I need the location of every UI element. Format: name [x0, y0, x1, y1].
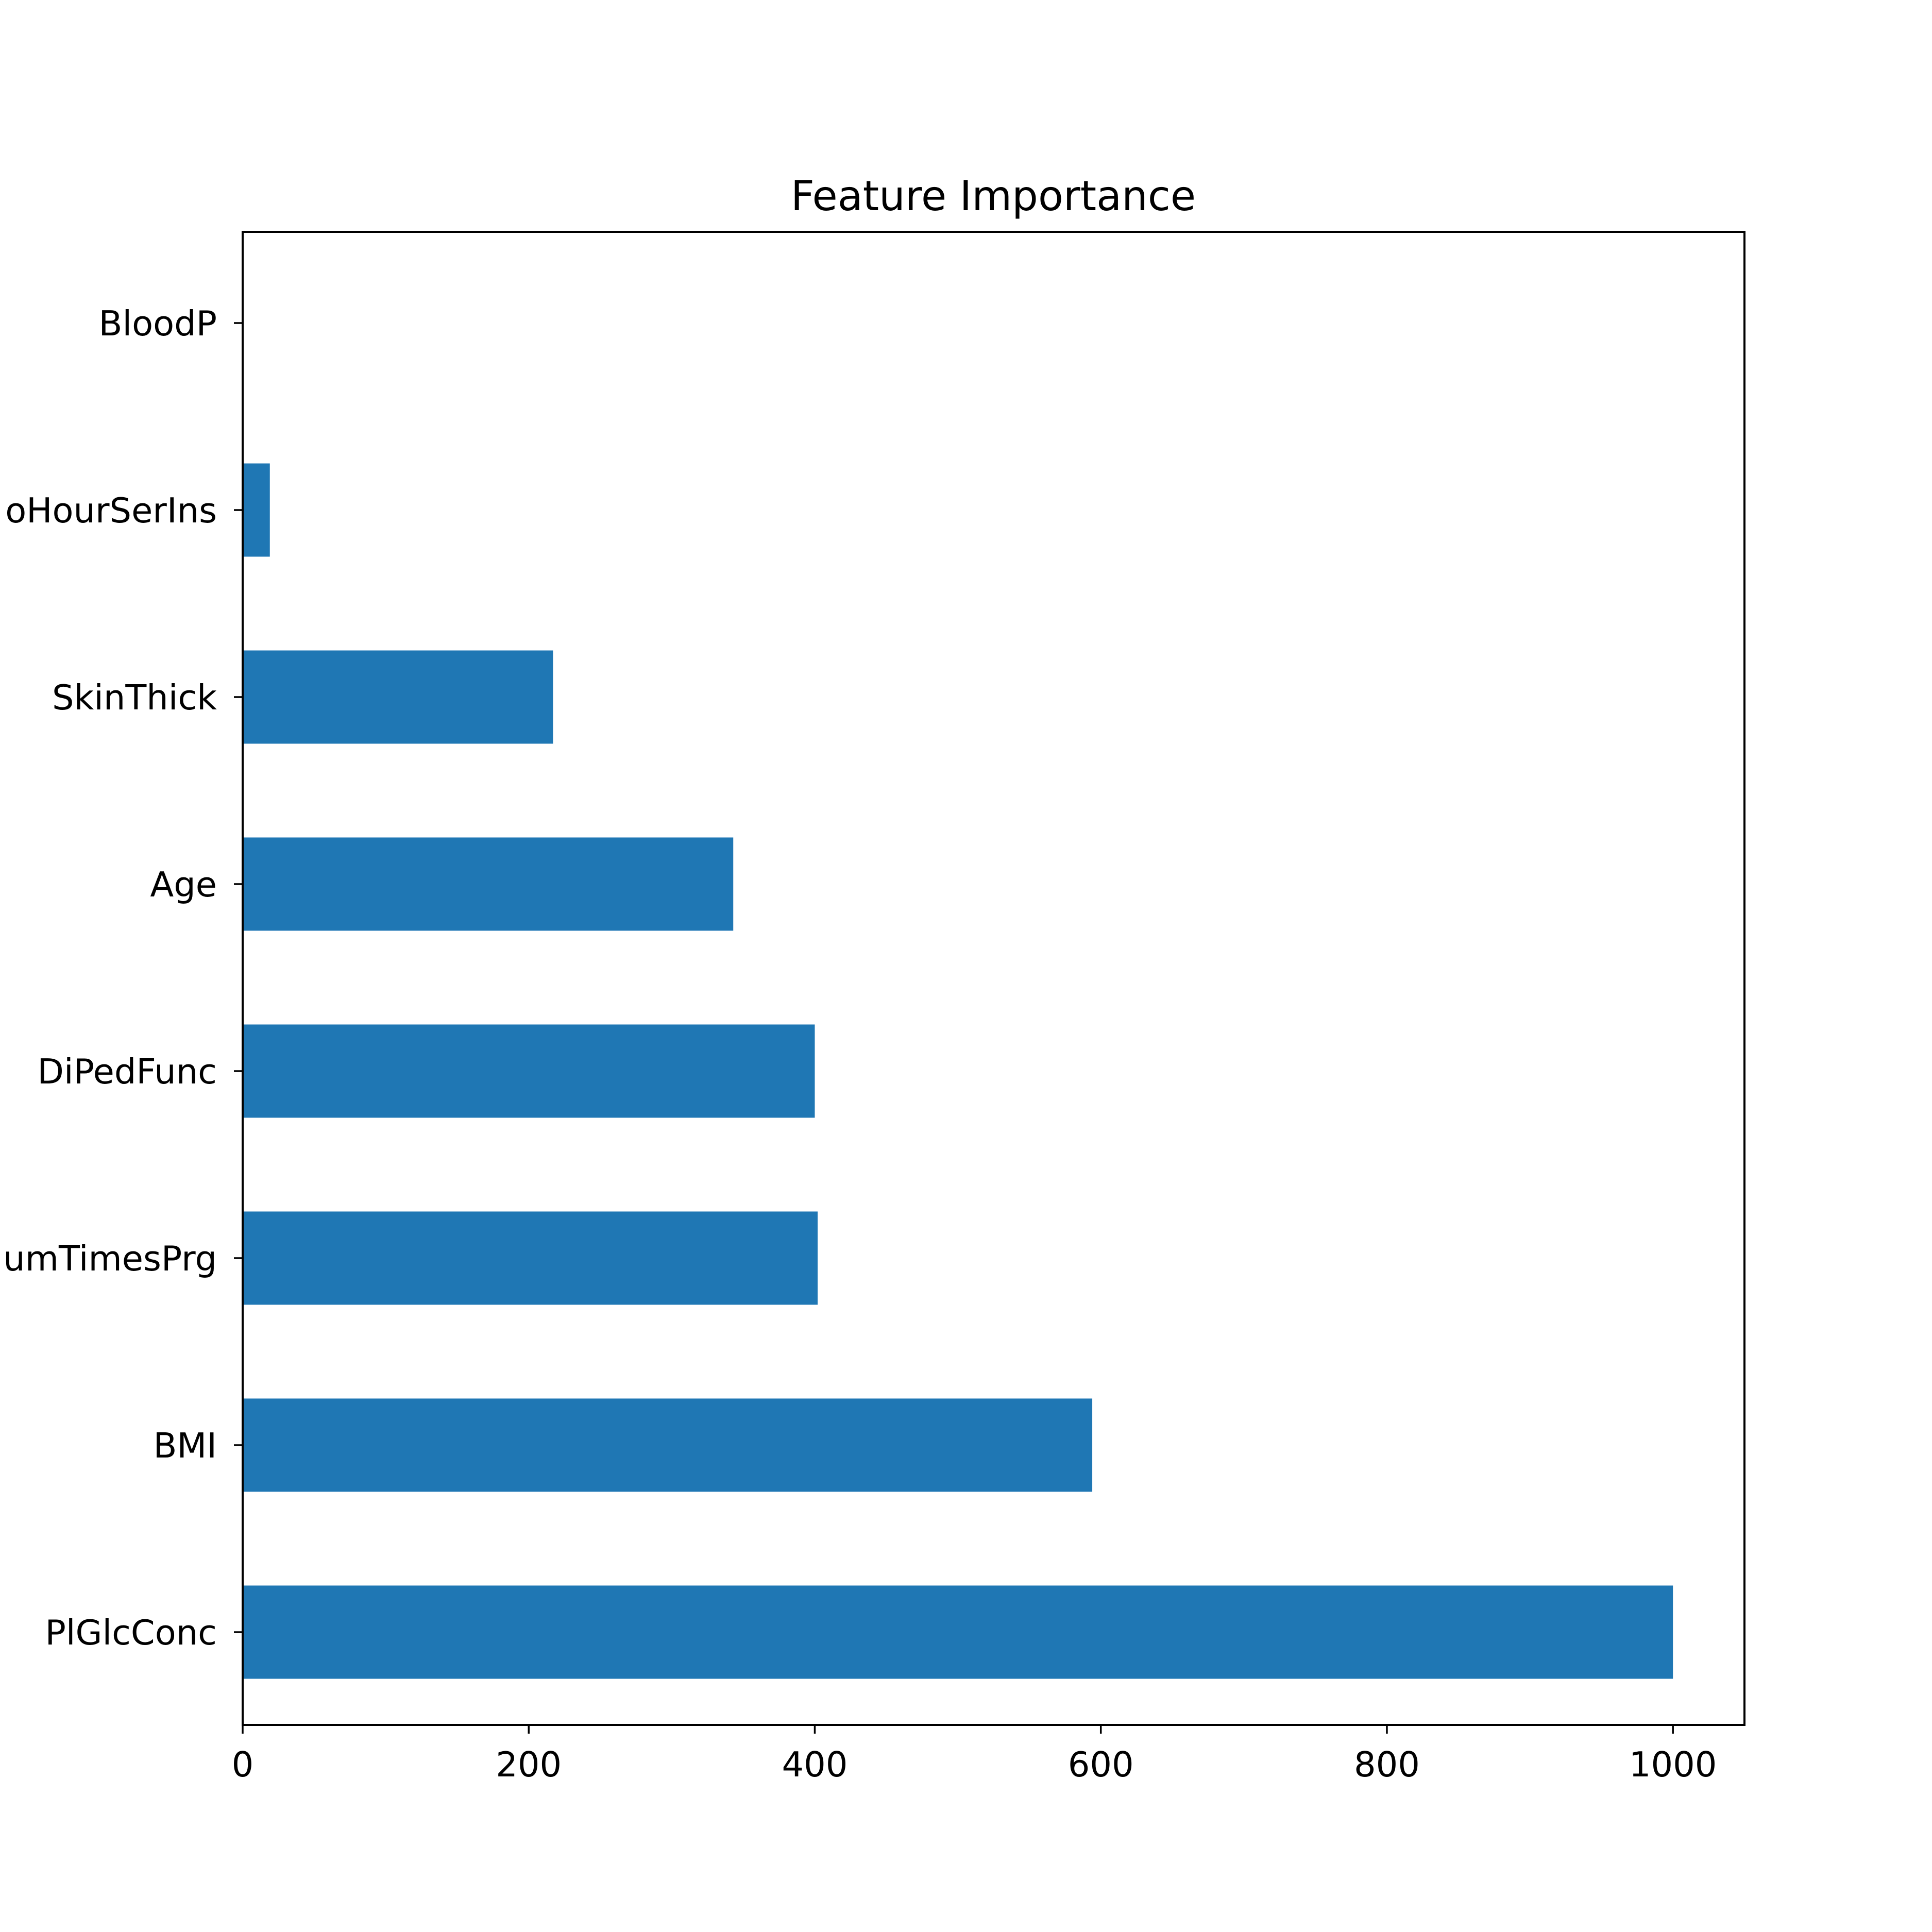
y-axis: PlGlcConc BMI umTimesPrg DiPedFunc Age SkinTh…	[3, 303, 243, 1653]
y-tick-label: DiPedFunc	[37, 1052, 217, 1092]
chart-title: Feature Importance	[791, 172, 1196, 220]
bar-Age	[243, 837, 734, 931]
x-tick-label: 1000	[1629, 1744, 1717, 1785]
bars-group	[243, 463, 1673, 1679]
y-tick-label: SkinThick	[52, 677, 217, 718]
x-tick-label: 800	[1354, 1744, 1420, 1785]
x-axis: 0 200 400 600 800 1000	[232, 1725, 1717, 1785]
x-tick-label: 600	[1068, 1744, 1134, 1785]
bar-BMI	[243, 1398, 1093, 1492]
x-tick-label: 200	[496, 1744, 562, 1785]
plot-frame	[242, 231, 1745, 1726]
y-tick-label: PlGlcConc	[45, 1613, 217, 1653]
bar-DiPedFunc	[243, 1024, 815, 1118]
y-tick-label: oHourSerIns	[5, 490, 217, 531]
bar-PlGlcConc	[243, 1585, 1673, 1679]
bar-TwoHourSerIns	[243, 463, 270, 557]
bar-SkinThick	[243, 650, 553, 744]
bar-NumTimesPrg	[243, 1211, 818, 1305]
y-tick-label: BloodP	[99, 303, 217, 344]
y-tick-label: BMI	[153, 1426, 217, 1466]
y-tick-label: umTimesPrg	[3, 1239, 217, 1279]
x-tick-label: 0	[232, 1744, 254, 1785]
x-tick-label: 400	[782, 1744, 848, 1785]
y-tick-label: Age	[150, 865, 217, 905]
